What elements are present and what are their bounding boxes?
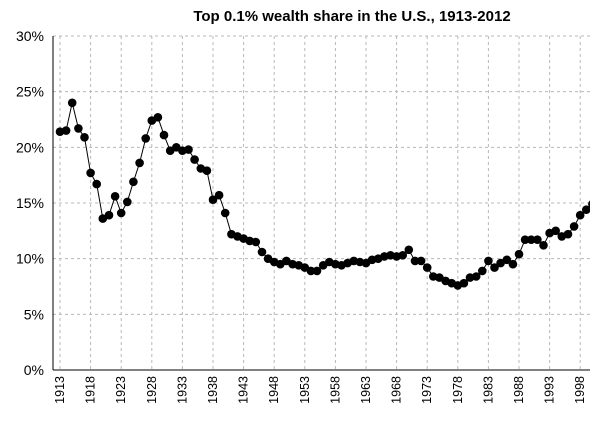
data-point xyxy=(312,266,322,276)
data-point xyxy=(526,235,536,244)
data-point xyxy=(135,158,144,168)
y-tick-label: 5% xyxy=(24,306,44,322)
data-point xyxy=(520,235,530,244)
x-tick-label: 1913 xyxy=(53,376,67,404)
x-axis-ticks: 1913 1918 1923 1928 1933 1938 1943 1948 1953 1958… xyxy=(53,376,587,404)
data-point xyxy=(92,179,101,189)
data-point xyxy=(110,192,120,201)
data-point xyxy=(551,226,560,236)
data-point xyxy=(86,168,95,178)
data-point xyxy=(404,245,414,255)
x-tick-label: 1928 xyxy=(145,376,159,404)
data-point xyxy=(220,208,230,218)
data-points xyxy=(55,98,590,290)
x-tick-label: 1988 xyxy=(512,376,526,404)
x-tick-label: 1993 xyxy=(543,376,557,404)
x-tick-label: 1943 xyxy=(237,376,251,404)
plot-area xyxy=(55,98,590,290)
data-point xyxy=(61,126,71,135)
data-point xyxy=(533,235,542,244)
data-point xyxy=(459,278,469,288)
data-point xyxy=(104,210,114,220)
x-tick-label: 1918 xyxy=(84,376,98,404)
data-point xyxy=(74,124,83,133)
y-tick-label: 25% xyxy=(16,84,44,100)
x-tick-label: 1958 xyxy=(328,376,342,404)
data-point xyxy=(410,256,420,266)
y-tick-label: 15% xyxy=(16,195,44,211)
data-point xyxy=(490,263,499,272)
data-point xyxy=(502,255,512,265)
y-axis-ticks: 0% 5% 10% 15% 20% 25% 30% xyxy=(16,28,44,378)
x-tick-label: 1978 xyxy=(451,376,465,404)
y-tick-label: 10% xyxy=(16,251,44,267)
data-point xyxy=(129,177,138,187)
x-tick-label: 1923 xyxy=(114,376,128,404)
data-point xyxy=(471,272,481,281)
data-point xyxy=(214,190,224,200)
data-point xyxy=(141,134,150,143)
y-tick-label: 30% xyxy=(16,28,44,44)
data-point xyxy=(514,249,524,259)
x-tick-label: 1938 xyxy=(206,376,220,404)
data-point xyxy=(563,229,573,239)
x-tick-label: 1973 xyxy=(420,376,434,404)
data-point xyxy=(190,155,199,164)
data-point xyxy=(398,251,408,260)
data-point xyxy=(422,263,432,272)
data-point xyxy=(416,256,426,266)
data-point xyxy=(123,197,132,207)
data-point xyxy=(575,210,585,220)
data-point xyxy=(306,266,316,276)
x-tick-label: 1968 xyxy=(390,376,404,404)
chart-title: Top 0.1% wealth share in the U.S., 1913-… xyxy=(193,8,510,25)
x-tick-label: 1953 xyxy=(298,376,312,404)
data-point xyxy=(251,237,261,247)
x-tick-label: 1963 xyxy=(359,376,373,404)
y-gridlines xyxy=(53,35,590,315)
y-tick-label: 0% xyxy=(24,362,44,378)
data-point xyxy=(202,166,212,175)
data-point xyxy=(478,266,487,276)
data-point xyxy=(67,98,77,108)
data-point xyxy=(508,259,518,269)
data-point xyxy=(153,113,163,122)
data-point xyxy=(184,145,193,154)
data-point xyxy=(539,241,548,250)
data-point xyxy=(159,130,169,140)
data-point xyxy=(257,247,267,257)
data-point xyxy=(484,256,493,266)
data-point xyxy=(80,133,89,142)
x-gridlines xyxy=(59,36,581,370)
data-point xyxy=(582,205,590,214)
data-point xyxy=(208,195,218,204)
data-point xyxy=(569,222,579,231)
x-tick-label: 1998 xyxy=(573,376,587,404)
y-tick-label: 20% xyxy=(16,139,44,155)
data-point xyxy=(116,208,126,218)
x-tick-label: 1948 xyxy=(267,376,281,404)
x-tick-label: 1933 xyxy=(175,376,189,404)
x-tick-label: 1983 xyxy=(481,376,495,404)
